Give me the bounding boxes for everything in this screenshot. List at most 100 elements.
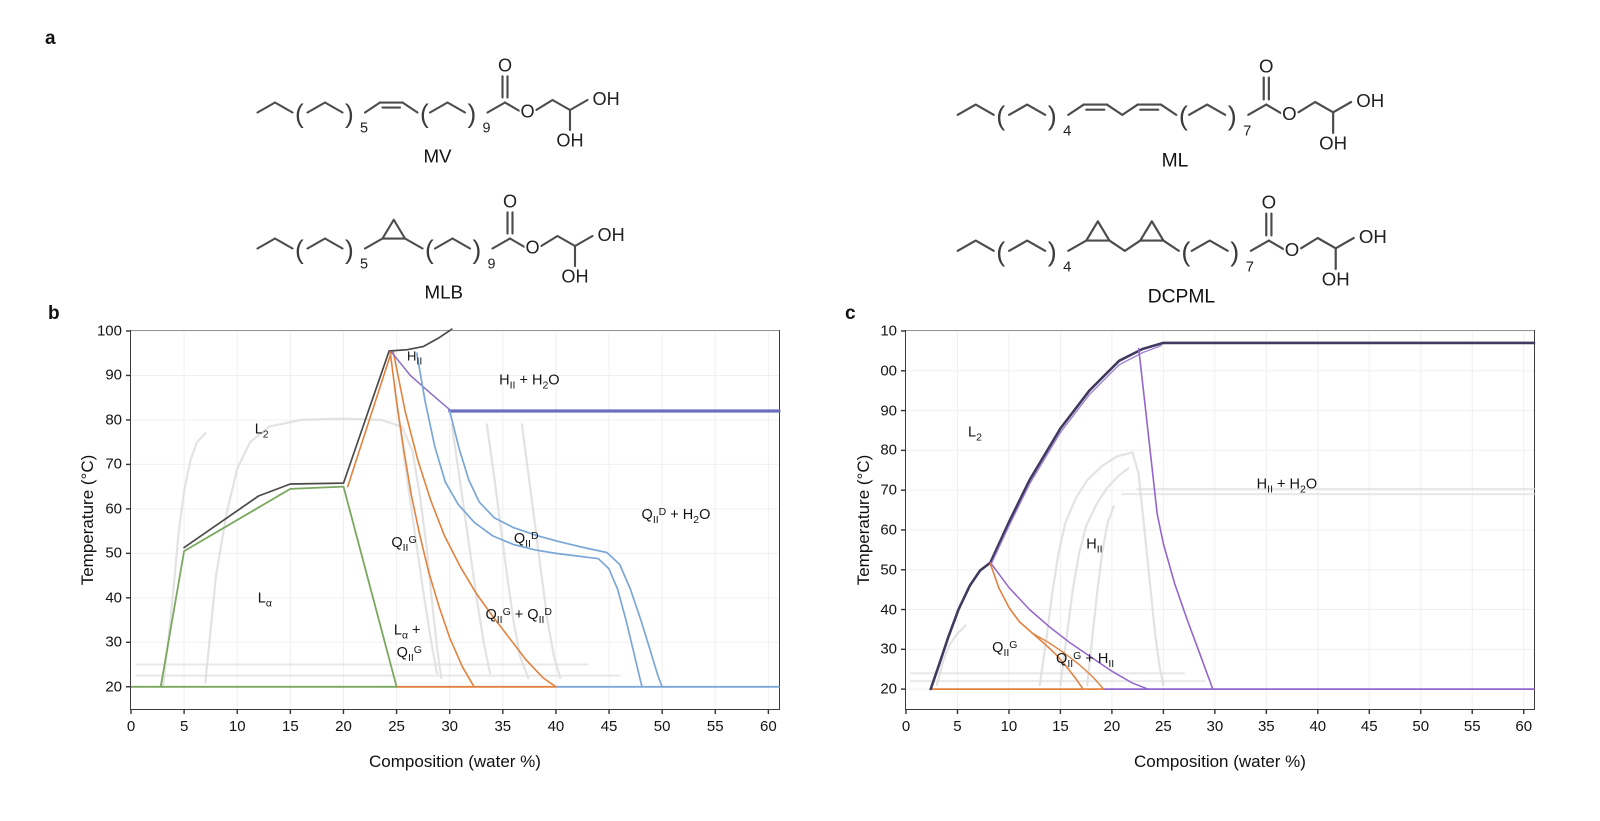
region-label: QIID + H2O — [641, 505, 711, 526]
hydroxyl-label: OH — [561, 266, 588, 286]
bracket-open: ( — [996, 101, 1005, 131]
hydroxyl-label: OH — [1322, 269, 1350, 290]
hydroxyl-label: OH — [1359, 226, 1387, 247]
hydroxyl-label: OH — [593, 89, 620, 109]
x-tick-label: 20 — [1103, 718, 1121, 735]
repeat-count-label: 5 — [360, 121, 368, 137]
structure-dcpml: ( ) 4 ( ) 7 O O OH OH DCPML — [956, 190, 1389, 307]
region-label: QIID — [513, 530, 539, 550]
series-trace-3 — [1086, 505, 1116, 687]
series-purple-edge — [989, 345, 1162, 567]
bracket-open: ( — [295, 99, 304, 129]
b-y-axis-title: Temperature (°C) — [78, 454, 97, 586]
bracket-close: ) — [473, 235, 482, 265]
x-tick-label: 5 — [179, 718, 189, 735]
y-tick-label: 50 — [105, 544, 122, 562]
x-tick-label: 40 — [1309, 718, 1327, 735]
y-tick-label: 20 — [880, 680, 897, 698]
y-tick-label: 20 — [105, 678, 122, 696]
region-label: HII — [1086, 536, 1103, 556]
y-tick-label: 100 — [96, 322, 122, 340]
x-tick-label: 60 — [760, 718, 777, 735]
repeat-count-label: 4 — [1063, 123, 1071, 139]
phase-diagram-c-plot: 0 5 10 15 20 25 30 35 40 45 50 55 60 20 30 40 50 60 70 80 90… — [880, 323, 1536, 735]
series-lalpha-boundary — [159, 485, 398, 688]
series-hii-lower-purple — [989, 561, 1149, 690]
x-tick-label: 30 — [441, 718, 459, 735]
repeat-count-label: 9 — [488, 257, 496, 273]
structure-mlb: ( ) 5 ( ) 9 O O OH OH MLB — [256, 189, 627, 303]
y-tick-label: 40 — [105, 589, 122, 607]
series-hii-wedge-purple — [390, 351, 451, 411]
x-tick-label: 10 — [1000, 718, 1018, 735]
x-tick-label: 55 — [1463, 718, 1481, 735]
structure-name-dcpml: DCPML — [1148, 286, 1216, 307]
repeat-count-label: 9 — [483, 121, 491, 137]
mv-skeleton-bonds — [256, 75, 589, 132]
bracket-close: ) — [1048, 237, 1057, 267]
hydroxyl-label: OH — [1319, 133, 1347, 154]
series-trace-5 — [485, 423, 530, 679]
y-tick-label: 00 — [880, 362, 897, 380]
y-tick-label: 80 — [880, 441, 897, 459]
bracket-open: ( — [295, 235, 304, 265]
x-tick-label: 35 — [494, 718, 512, 735]
x-tick-label: 50 — [1412, 718, 1430, 735]
hydroxyl-label: OH — [556, 130, 583, 150]
region-label: HII + H2O — [1256, 476, 1318, 496]
repeat-count-label: 5 — [360, 257, 368, 273]
ester-o-label: O — [520, 102, 534, 122]
x-tick-label: 55 — [706, 718, 724, 735]
series-trace-4 — [450, 423, 492, 675]
x-tick-label: 15 — [282, 718, 299, 735]
region-label: QIIG + HII — [1056, 650, 1115, 671]
bracket-close: ) — [1048, 101, 1057, 131]
x-tick-label: 35 — [1257, 718, 1275, 735]
series-trace-8 — [935, 624, 967, 687]
region-label: QIIG — [396, 644, 422, 665]
series-trace-1 — [1038, 451, 1165, 687]
series-hii-right-purple — [1137, 347, 1214, 690]
bracket-close: ) — [1228, 101, 1237, 131]
x-tick-label: 60 — [1515, 718, 1533, 735]
x-tick-label: 30 — [1206, 718, 1224, 735]
y-tick-label: 80 — [105, 411, 122, 429]
y-tick-label: 30 — [105, 633, 122, 651]
carbonyl-o-label: O — [498, 55, 512, 75]
series-trace-6 — [520, 423, 562, 679]
series-qiig-right — [389, 351, 475, 688]
region-label: L2 — [254, 421, 269, 441]
structure-name-ml: ML — [1162, 150, 1189, 171]
x-tick-label: 50 — [653, 718, 671, 735]
region-label: L2 — [968, 424, 982, 444]
y-tick-label: 10 — [880, 322, 897, 340]
bracket-close: ) — [345, 235, 354, 265]
bracket-open: ( — [1179, 101, 1188, 131]
c-y-axis-title: Temperature (°C) — [854, 454, 873, 586]
y-tick-label: 30 — [880, 640, 897, 658]
structure-mv: ( ) 5 ( ) 9 O O OH OH MV — [256, 53, 622, 167]
ester-o-label: O — [1282, 103, 1297, 124]
structure-name-mv: MV — [423, 146, 452, 167]
panel-b-letter: b — [48, 303, 60, 324]
c-x-axis-title: Composition (water %) — [1134, 752, 1306, 771]
repeat-count-label: 4 — [1063, 259, 1071, 275]
series-l2-hii-dark-boundary — [929, 341, 1536, 691]
series-hii-rise — [346, 351, 393, 488]
x-tick-label: 10 — [228, 718, 246, 735]
panel-c-letter: c — [845, 303, 856, 324]
repeat-count-label: 7 — [1246, 259, 1254, 275]
bracket-close: ) — [345, 99, 354, 129]
structure-ml: ( ) 4 ( ) 7 O O OH OH ML — [956, 53, 1386, 171]
bracket-close: ) — [1230, 237, 1239, 267]
bracket-open: ( — [1181, 237, 1190, 267]
region-label: QIIG — [992, 639, 1018, 660]
region-label: QIIG — [391, 534, 417, 555]
phase-diagram-c-canvas — [901, 330, 1536, 714]
region-label: HII + H2O — [499, 372, 560, 392]
series-upper-dark-boundary — [183, 328, 453, 549]
x-tick-label: 20 — [335, 718, 352, 735]
region-label: Lα — [257, 590, 272, 610]
series-trace-2 — [204, 417, 443, 684]
